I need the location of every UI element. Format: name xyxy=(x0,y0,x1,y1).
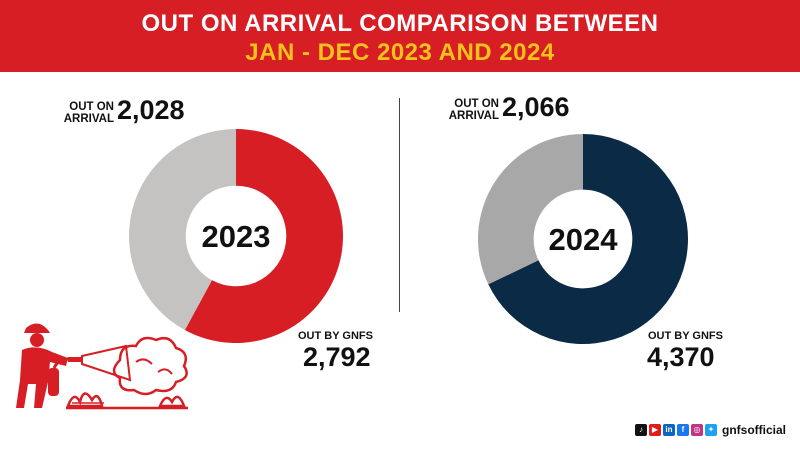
instagram-icon: ◎ xyxy=(690,424,703,436)
twitter-icon: ✦ xyxy=(704,424,717,436)
gnfs-label-2023: OUT BY GNFS xyxy=(298,330,373,342)
gnfs-label-2024: OUT BY GNFS xyxy=(648,330,723,342)
slice-out-on-arrival xyxy=(129,129,236,331)
ooa-label-2023: OUT ON ARRIVAL xyxy=(63,101,114,125)
slice-out-on-arrival xyxy=(478,134,583,285)
title-line-1: OUT ON ARRIVAL COMPARISON BETWEEN xyxy=(141,10,659,37)
tiktok-icon: ♪ xyxy=(634,424,647,436)
title-banner: OUT ON ARRIVAL COMPARISON BETWEEN JAN - … xyxy=(0,0,800,72)
social-handle: gnfsofficial xyxy=(721,423,786,437)
donut-chart-2023: 2023 xyxy=(129,129,343,343)
ooa-label-2024: OUT ON ARRIVAL xyxy=(448,98,499,122)
ooa-value-2024: 2,066 xyxy=(502,92,570,122)
title-line-2: JAN - DEC 2023 AND 2024 xyxy=(245,39,555,66)
youtube-icon: ▶ xyxy=(648,424,661,436)
donut-center-year-label: 2023 xyxy=(202,219,271,254)
ooa-value-2023: 2,028 xyxy=(117,95,185,125)
gnfs-value-2024: 4,370 xyxy=(647,342,715,372)
gnfs-value-2023: 2,792 xyxy=(303,342,371,372)
slice-out-by-gnfs xyxy=(488,134,688,344)
linkedin-icon: in xyxy=(662,424,675,436)
social-handle-bar: ♪ ▶ in f ◎ ✦ gnfsofficial xyxy=(634,422,786,438)
donut-chart-2024: 2024 xyxy=(478,134,688,344)
divider-line xyxy=(399,98,400,312)
facebook-icon: f xyxy=(676,424,689,436)
slice-out-by-gnfs xyxy=(184,129,343,343)
firefighter-extinguisher-icon xyxy=(16,323,188,410)
donut-center-year-label: 2024 xyxy=(549,222,619,257)
